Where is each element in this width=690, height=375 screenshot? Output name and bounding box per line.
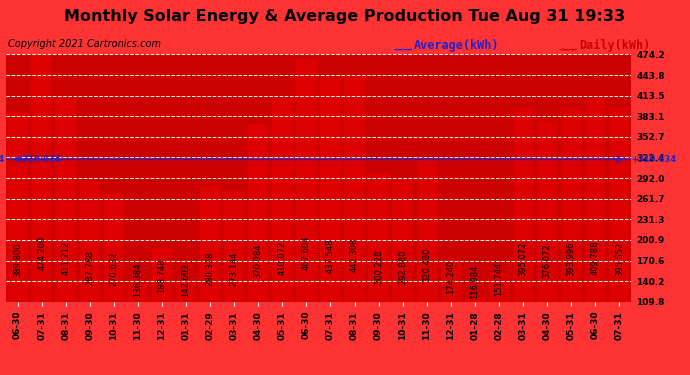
Text: •319.634: •319.634 <box>17 155 61 164</box>
Bar <box>464 297 485 302</box>
Bar <box>176 279 196 302</box>
Text: Monthly Solar Energy & Average Production Tue Aug 31 19:33: Monthly Solar Energy & Average Productio… <box>64 9 626 24</box>
Text: ——: —— <box>559 45 578 55</box>
Text: Average(kWh): Average(kWh) <box>414 39 500 53</box>
Bar <box>513 108 533 302</box>
Text: 270.632: 270.632 <box>109 252 119 286</box>
Text: 467.604: 467.604 <box>302 236 311 270</box>
Text: Copyright 2021 Cartronics.com: Copyright 2021 Cartronics.com <box>8 39 161 50</box>
Bar <box>248 124 268 302</box>
Text: 410.072: 410.072 <box>278 241 287 275</box>
Bar <box>537 121 558 302</box>
Bar <box>128 284 148 302</box>
Bar <box>79 181 100 302</box>
Bar <box>272 98 293 302</box>
Text: +319.634: +319.634 <box>0 155 4 164</box>
Bar <box>585 98 605 302</box>
Bar <box>55 97 76 302</box>
Text: ——: —— <box>393 45 413 55</box>
Text: 395.552: 395.552 <box>615 242 624 276</box>
Bar <box>320 79 341 302</box>
Text: 280.328: 280.328 <box>206 251 215 285</box>
Text: Daily(kWh): Daily(kWh) <box>580 39 651 53</box>
Bar <box>441 258 461 302</box>
Bar <box>200 186 220 302</box>
Bar <box>368 172 389 302</box>
Text: 320.480: 320.480 <box>422 248 431 282</box>
Text: 442.308: 442.308 <box>350 238 359 272</box>
Text: 151.744: 151.744 <box>495 262 504 296</box>
Text: 300.228: 300.228 <box>374 249 383 284</box>
Text: 370.984: 370.984 <box>254 244 263 278</box>
Text: 174.240: 174.240 <box>446 260 455 294</box>
Text: 188.748: 188.748 <box>157 258 166 293</box>
Text: 142.692: 142.692 <box>181 262 190 297</box>
Text: 287.788: 287.788 <box>86 250 95 285</box>
Bar <box>489 273 509 302</box>
Text: 116.984: 116.984 <box>471 264 480 299</box>
Text: 474.200: 474.200 <box>37 236 46 270</box>
Text: +319.634: +319.634 <box>631 155 676 164</box>
Bar <box>8 112 28 302</box>
Text: 273.144: 273.144 <box>230 252 239 286</box>
Bar <box>296 59 317 302</box>
Text: 376.072: 376.072 <box>542 243 551 278</box>
Text: 393.996: 393.996 <box>566 242 575 276</box>
Text: 437.548: 437.548 <box>326 238 335 273</box>
Text: 389.800: 389.800 <box>13 242 22 277</box>
Bar <box>104 193 124 302</box>
Text: 411.212: 411.212 <box>61 241 70 275</box>
Text: 292.880: 292.880 <box>398 250 407 285</box>
Text: 136.384: 136.384 <box>133 262 142 297</box>
Bar <box>152 248 172 302</box>
Bar <box>224 191 244 302</box>
Bar <box>609 108 629 302</box>
Bar <box>393 177 413 302</box>
Bar <box>561 109 582 302</box>
Bar <box>32 54 52 302</box>
Bar <box>344 76 365 302</box>
Text: 395.072: 395.072 <box>518 242 528 276</box>
Bar <box>417 159 437 302</box>
Text: 409.788: 409.788 <box>591 240 600 275</box>
